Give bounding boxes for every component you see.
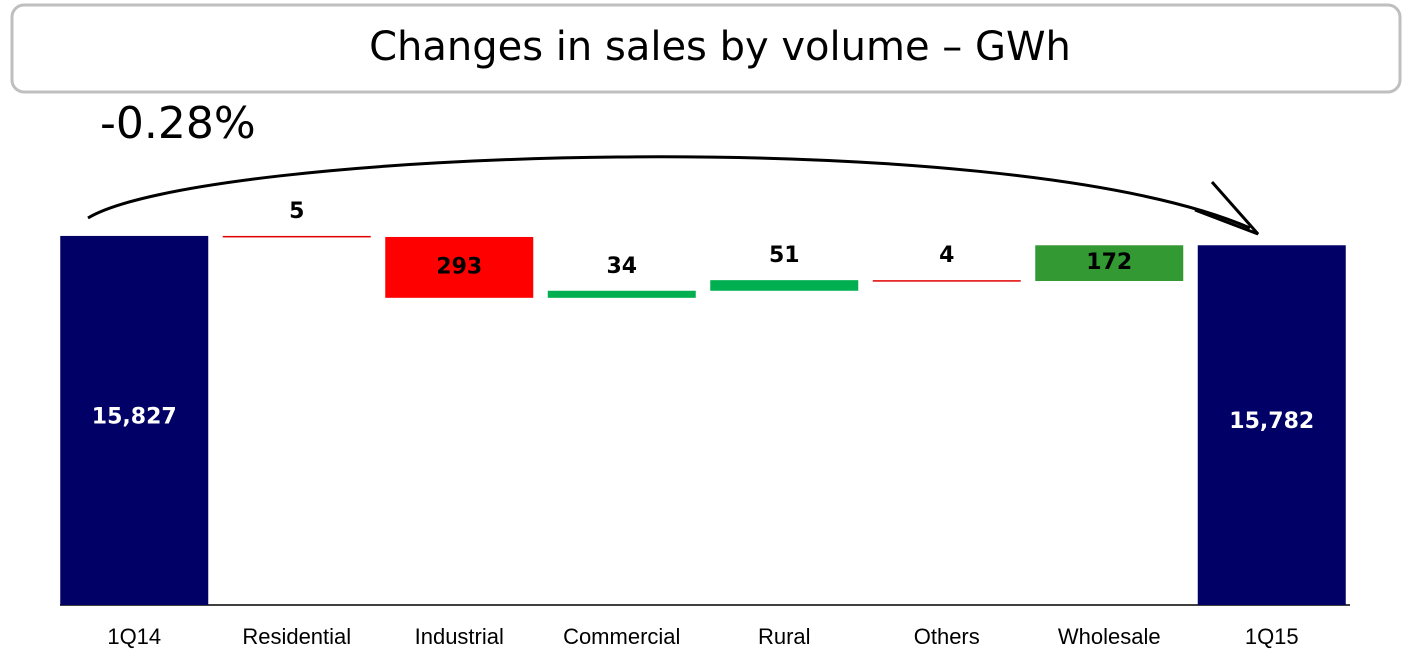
- x-tick-label: Industrial: [415, 624, 504, 649]
- bar: [872, 280, 1021, 282]
- chart-title: Changes in sales by volume – GWh: [369, 24, 1071, 70]
- bar: [385, 236, 534, 298]
- x-tick-label: 1Q14: [107, 624, 161, 649]
- value-label: 34: [606, 254, 637, 279]
- x-tick-label: Commercial: [563, 624, 680, 649]
- value-label: 293: [436, 254, 482, 279]
- x-tick-label: 1Q15: [1245, 624, 1299, 649]
- x-tick-label: Others: [914, 624, 980, 649]
- x-tick-label: Rural: [758, 624, 811, 649]
- change-arc: [87, 155, 1251, 230]
- bar: [1035, 245, 1184, 281]
- value-label: 4: [939, 243, 954, 268]
- x-tick-label: Residential: [242, 624, 351, 649]
- bar: [222, 235, 371, 238]
- annotation: -0.28%: [100, 98, 256, 149]
- bar: [1197, 245, 1346, 605]
- value-label: 15,827: [92, 404, 177, 429]
- bar: [60, 235, 209, 605]
- value-label: 15,782: [1229, 409, 1314, 434]
- bar: [547, 290, 696, 298]
- x-tick-label: Wholesale: [1058, 624, 1161, 649]
- bar: [710, 280, 859, 291]
- arrow-head: [1194, 181, 1260, 236]
- title-box: [10, 3, 1402, 94]
- value-label: 51: [769, 243, 800, 268]
- value-label: 172: [1086, 250, 1132, 275]
- value-label: 5: [289, 199, 304, 224]
